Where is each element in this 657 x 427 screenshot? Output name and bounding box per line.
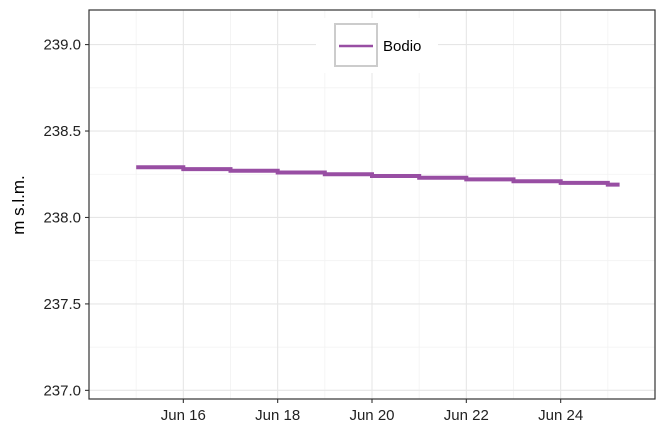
y-tick-label: 237.0 xyxy=(43,382,81,399)
y-tick-label: 239.0 xyxy=(43,37,81,54)
legend-label: Bodio xyxy=(383,38,421,55)
x-tick-label: Jun 18 xyxy=(255,407,300,424)
major-grid xyxy=(89,10,655,399)
y-axis: 237.0 237.5 238.0 238.5 239.0 xyxy=(43,37,89,399)
y-tick-label: 238.5 xyxy=(43,123,81,140)
y-tick-label: 238.0 xyxy=(43,209,81,226)
series-layer xyxy=(136,165,620,187)
y-axis-title: m s.l.m. xyxy=(9,175,28,235)
x-tick-label: Jun 16 xyxy=(161,407,206,424)
x-axis: Jun 16 Jun 18 Jun 20 Jun 22 Jun 24 xyxy=(161,399,583,424)
series-line-bodio xyxy=(136,165,620,187)
x-tick-label: Jun 20 xyxy=(349,407,394,424)
legend: Bodio xyxy=(316,18,438,73)
x-tick-label: Jun 24 xyxy=(538,407,583,424)
x-tick-label: Jun 22 xyxy=(444,407,489,424)
y-tick-label: 237.5 xyxy=(43,296,81,313)
